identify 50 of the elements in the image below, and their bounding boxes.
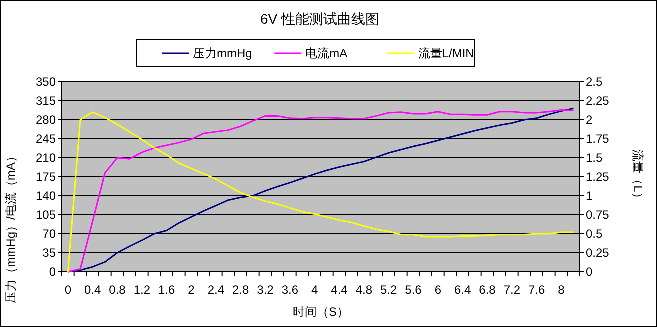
x-tick-label: 3.2	[257, 283, 274, 297]
x-tick-label: 2.8	[232, 283, 250, 297]
y2-tick-label: 1	[586, 189, 593, 203]
x-tick-label: 5.6	[405, 283, 422, 297]
x-tick-label: 7.6	[528, 283, 546, 297]
x-tick-label: 0.8	[109, 283, 126, 297]
x-tick-label: 4.4	[331, 283, 348, 297]
y-tick-label: 210	[36, 151, 56, 165]
x-tick-label: 4	[311, 283, 318, 297]
y2-tick-label: 1.25	[586, 170, 610, 184]
y-tick-label: 245	[36, 132, 56, 146]
x-tick-label: 6	[434, 283, 442, 297]
x-tick-label: 1.6	[158, 283, 176, 297]
x-tick-label: 3.6	[282, 283, 299, 297]
x-tick-label: 4.8	[356, 283, 373, 297]
y2-tick-label: 1.75	[586, 132, 610, 146]
y-tick-label: 280	[36, 113, 56, 127]
x-tick-label: 5.2	[380, 283, 398, 297]
y2-tick-label: 0.5	[586, 227, 604, 241]
x-tick-label: 0	[64, 283, 72, 297]
y2-tick-label: 2.25	[586, 94, 610, 108]
x-tick-label: 2	[188, 283, 196, 297]
y-tick-label: 35	[42, 246, 56, 260]
x-tick-label: 6.8	[479, 283, 496, 297]
y-tick-label: 0	[49, 265, 56, 279]
legend-label: 流量L/MIN	[418, 46, 474, 60]
x-tick-label: 0.4	[84, 283, 102, 297]
y2-tick-label: 0.75	[586, 208, 610, 222]
y-tick-label: 140	[36, 189, 56, 203]
x-tick-label: 7.2	[504, 283, 521, 297]
y-tick-label: 315	[36, 94, 56, 108]
x-tick-label: 2.4	[208, 283, 225, 297]
y-tick-label: 175	[36, 170, 56, 184]
y-axis-title: 压力（mmHg）/电流（mA）	[4, 150, 18, 304]
x-axis-title: 时间（S）	[292, 305, 350, 319]
x-tick-label: 1.2	[134, 283, 151, 297]
legend-label: 电流mA	[306, 46, 348, 60]
y2-tick-label: 2	[586, 113, 593, 127]
y2-tick-label: 1.5	[586, 151, 604, 165]
x-tick-label: 8	[558, 283, 566, 297]
y-tick-label: 105	[36, 208, 56, 222]
y-tick-label: 70	[42, 227, 56, 241]
y2-tick-label: 2.5	[586, 75, 604, 89]
y2-tick-label: 0	[586, 265, 593, 279]
chart-title: 6V 性能测试曲线图	[260, 11, 380, 27]
legend-label: 压力mmHg	[193, 46, 252, 60]
y2-tick-label: 0.25	[586, 246, 610, 260]
y-tick-label: 350	[36, 75, 56, 89]
y2-axis-title: 流量（L）	[631, 150, 645, 204]
x-tick-label: 6.4	[454, 283, 472, 297]
